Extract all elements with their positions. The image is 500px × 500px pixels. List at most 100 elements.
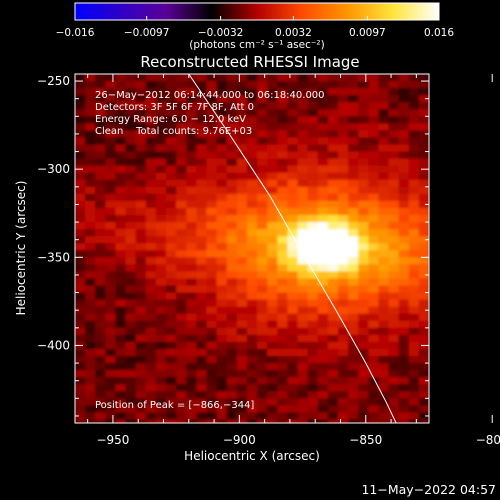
heatmap-cell [135,271,147,280]
heatmap-cell [186,391,197,399]
heatmap-cell [287,81,299,89]
heatmap-cell [115,391,127,399]
heatmap-cell [378,313,390,322]
heatmap-cell [236,130,248,139]
heatmap-cell [75,327,86,336]
heatmap-cell [75,88,86,96]
heatmap-cell [166,243,177,251]
heatmap-cell [317,165,329,174]
heatmap-cell [196,158,208,167]
heatmap-cell [226,81,238,89]
heatmap-cell [317,207,329,216]
heatmap-cell [226,88,238,96]
heatmap-cell [186,370,197,378]
heatmap-cell [246,222,258,230]
heatmap-cell [145,348,157,357]
heatmap-cell [317,405,329,414]
heatmap-cell [145,391,157,399]
heatmap-cell [176,257,187,265]
heatmap-cell [317,264,329,273]
heatmap-cell [176,123,187,132]
heatmap-cell [186,222,197,230]
heatmap-cell [257,313,268,322]
heatmap-cell [368,313,380,322]
heatmap-cell [297,306,309,315]
heatmap-cell [206,137,218,146]
heatmap-cell [398,370,410,378]
heatmap-cell [206,292,218,301]
heatmap-cell [307,229,319,237]
heatmap-cell [236,306,248,315]
heatmap-cell [388,236,400,244]
heatmap-cell [297,341,309,350]
heatmap-cell [95,158,106,167]
heatmap-cell [166,222,177,230]
heatmap-cell [327,334,339,343]
annotation-energy-range: Energy Range: 6.0 − 12.0 keV [95,114,246,125]
heatmap-cell [196,370,208,378]
heatmap-cell [277,222,288,230]
heatmap-cell [398,363,410,371]
heatmap-cell [358,137,369,146]
heatmap-cell [216,419,228,423]
heatmap-cell [348,363,359,371]
heatmap-cell [327,363,339,371]
heatmap-cell [226,363,238,371]
heatmap-cell [368,250,380,258]
heatmap-cell [145,257,157,265]
heatmap-cell [206,193,218,202]
heatmap-cell [287,348,299,357]
heatmap-cell [277,250,288,258]
heatmap-cell [145,412,157,421]
heatmap-cell [297,165,309,174]
heatmap-cell [115,327,127,336]
heatmap-cell [155,299,167,308]
heatmap-cell [388,257,400,265]
heatmap-cell [75,405,86,414]
heatmap-cell [388,370,400,378]
heatmap-cell [226,165,238,174]
heatmap-cell [337,285,349,294]
heatmap-cell [155,200,167,209]
heatmap-cell [368,257,380,265]
heatmap-cell [408,81,420,89]
heatmap-cell [327,102,339,110]
heatmap-cell [398,186,410,195]
heatmap-cell [368,102,380,110]
heatmap-cell [388,419,400,423]
heatmap-cell [348,348,359,357]
heatmap-cell [388,299,400,308]
heatmap-cell [348,299,359,308]
heatmap-cell [135,313,147,322]
heatmap-cell [257,215,268,223]
heatmap-cell [418,236,429,244]
heatmap-cell [75,278,86,287]
heatmap-cell [358,229,369,237]
heatmap-cell [186,348,197,357]
heatmap-cell [176,172,187,181]
heatmap-cell [307,285,319,294]
heatmap-cell [327,144,339,153]
heatmap-cell [75,207,86,216]
heatmap-cell [246,264,258,273]
heatmap-cell [287,158,299,167]
heatmap-cell [348,207,359,216]
heatmap-cell [135,384,147,392]
y-tick-label: −300 [37,162,70,176]
heatmap-cell [368,207,380,216]
heatmap-cell [186,257,197,265]
heatmap-cell [166,384,177,392]
x-tick-label: −850 [349,433,382,447]
heatmap-cell [307,377,319,385]
heatmap-cell [196,278,208,287]
chart-title: Reconstructed RHESSI Image [140,53,359,71]
heatmap-cell [176,384,187,392]
heatmap-cell [317,412,329,421]
heatmap-cell [418,215,429,223]
heatmap-cell [348,229,359,237]
heatmap-cell [348,306,359,315]
heatmap-cell [85,222,96,230]
heatmap-cell [115,363,127,371]
heatmap-cell [216,285,228,294]
heatmap-cell [115,74,127,82]
